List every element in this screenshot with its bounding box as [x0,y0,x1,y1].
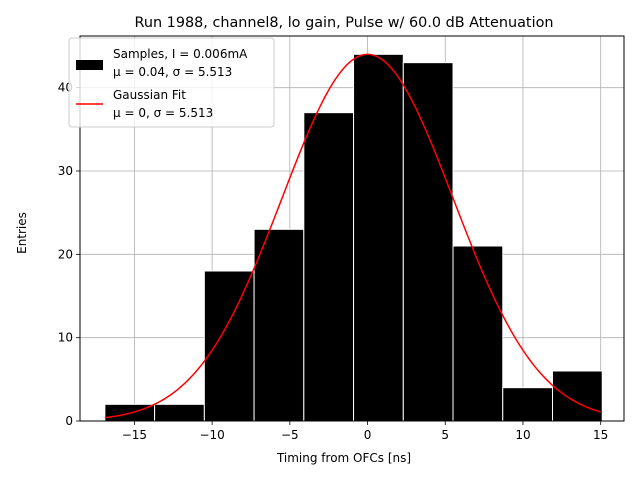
plot-frame [79,35,625,422]
x-tick-label: 10 [515,428,530,442]
legend-samples-label: Samples, I = 0.006mA [113,47,248,61]
x-tick-label: −10 [199,428,224,442]
legend-box [68,37,275,128]
legend-fit-stats: μ = 0, σ = 5.513 [113,106,213,120]
x-tick-label: 0 [364,428,372,442]
y-axis-label: Entries [15,212,29,254]
histogram-bar [552,370,603,422]
x-tick-label: −15 [122,428,147,442]
y-tick-label: 10 [58,331,73,345]
histogram-bar [353,53,404,422]
histogram-bar [402,62,454,422]
histogram-bar [253,228,305,422]
legend-fit-label: Gaussian Fit [113,88,186,102]
histogram-bar [452,245,504,422]
histogram-bar [303,112,355,422]
histogram-bar [203,270,255,422]
x-tick-label: 15 [593,428,608,442]
y-tick-label: 0 [65,414,73,428]
legend: Samples, I = 0.006mA μ = 0.04, σ = 5.513… [68,37,275,128]
x-axis-ticks: −15 −10 −5 0 5 10 15 [122,421,608,442]
chart-title: Run 1988, channel8, lo gain, Pulse w/ 60… [135,15,554,31]
y-tick-label: 30 [58,164,73,178]
histogram-bar [502,387,554,422]
x-axis-label: Timing from OFCs [ns] [276,451,411,465]
y-tick-label: 20 [58,247,73,261]
histogram-bar [154,403,205,422]
legend-samples-swatch [76,60,103,70]
x-tick-label: 5 [441,428,449,442]
histogram-bars [104,53,603,422]
gaussian-fit-curve [104,53,601,419]
x-tick-label: −5 [281,428,299,442]
legend-samples-stats: μ = 0.04, σ = 5.513 [113,65,232,79]
